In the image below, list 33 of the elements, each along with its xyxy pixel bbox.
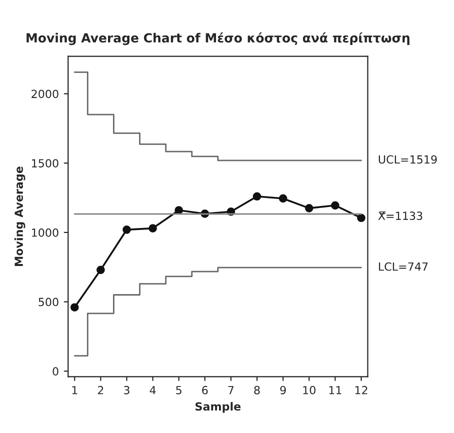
point — [278, 194, 288, 203]
x-tick-label: 11 — [329, 386, 342, 394]
y-tick-label: 500 — [38, 298, 58, 306]
point — [148, 224, 157, 232]
x-tick-label: 12 — [355, 386, 368, 394]
x-tick-label: 1 — [72, 386, 78, 394]
ref-line-label: X̿=1133 — [378, 211, 422, 220]
point — [70, 303, 79, 312]
point — [304, 204, 314, 212]
x-axis-title: Sample — [196, 402, 241, 413]
x-tick-label: 5 — [176, 386, 182, 394]
x-tick-label: 10 — [303, 386, 316, 394]
point — [357, 214, 366, 222]
y-tick-label: 1000 — [32, 228, 58, 237]
x-tick-label: 9 — [280, 386, 286, 394]
y-tick-label: 0 — [52, 367, 58, 376]
y-tick-label: 2000 — [32, 90, 58, 98]
series-label: UCL=1519 — [378, 155, 437, 164]
point — [331, 201, 340, 210]
x-tick-label: 2 — [98, 386, 104, 394]
point — [122, 226, 131, 234]
chart-title: Moving Average Chart of Μέσο κόστος ανά περίπτωση — [26, 32, 410, 46]
point — [174, 206, 184, 214]
x-tick-label: 6 — [202, 386, 208, 394]
x-tick-label: 7 — [228, 386, 234, 394]
point — [252, 192, 262, 201]
series-label: LCL=747 — [378, 262, 428, 271]
x-tick-label: 4 — [150, 386, 156, 394]
y-axis-title: Moving Average — [14, 166, 26, 266]
point — [96, 266, 105, 274]
x-tick-label: 8 — [254, 386, 260, 394]
y-tick-label: 1500 — [32, 159, 58, 168]
x-tick-label: 3 — [124, 386, 130, 394]
